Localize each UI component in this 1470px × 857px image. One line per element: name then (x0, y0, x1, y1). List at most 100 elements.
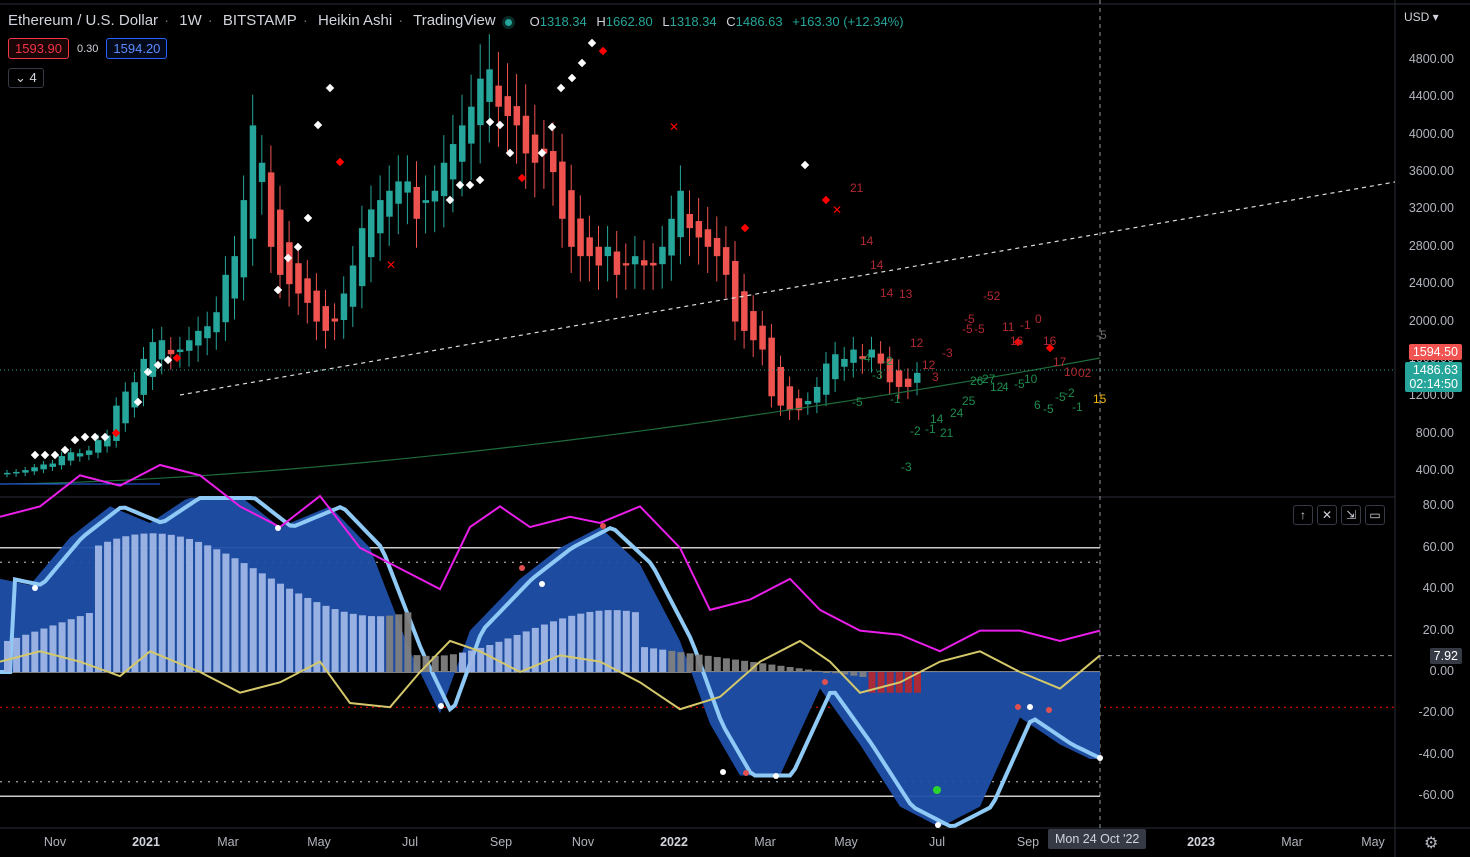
histogram-bar (886, 672, 894, 693)
signal-diamond (313, 120, 323, 130)
indicators-toggle-button[interactable]: ⌄ 4 (8, 68, 44, 88)
wave-dot-white (773, 773, 779, 779)
signal-diamond (143, 367, 153, 377)
chart-style-label[interactable]: Heikin Ashi (317, 12, 393, 29)
time-tick-label: Jul (402, 835, 418, 849)
histogram-bar (422, 655, 430, 672)
histogram-bar (140, 533, 148, 672)
histogram-bar (40, 628, 48, 672)
price-tick-label: 2400.00 (1408, 276, 1454, 291)
candle-body (158, 340, 166, 360)
price-tick-label: 400.00 (1415, 463, 1454, 477)
td-count-label: 24 (950, 406, 964, 420)
currency-selector[interactable]: USD ▾ (1404, 10, 1439, 24)
histogram-bar (695, 654, 703, 672)
candle-body (759, 325, 766, 350)
td-count-label: -5 (1043, 402, 1054, 416)
time-tick-label: 2023 (1187, 835, 1215, 849)
td-count-label: 10 (1024, 372, 1038, 386)
signal-diamond (485, 117, 495, 127)
histogram-bar (631, 612, 639, 672)
trendline (179, 181, 1396, 396)
candle-body (95, 440, 102, 453)
candle-body (595, 246, 602, 266)
candle-body (22, 470, 29, 473)
wave-dot-white (1097, 755, 1103, 761)
histogram-bar (122, 536, 130, 672)
signal-diamond-red (598, 46, 608, 56)
sell-button[interactable]: 1593.90 (8, 38, 69, 59)
candle-body (449, 144, 457, 180)
candle-body (895, 370, 903, 387)
td-count-label: -2 (1064, 386, 1075, 400)
low-value: 1318.34 (669, 14, 717, 29)
candle-body (477, 78, 484, 126)
histogram-bar (677, 652, 685, 672)
close-icon[interactable]: ✕ (1317, 505, 1337, 525)
histogram-bar (22, 634, 30, 672)
time-tick-label: Nov (571, 835, 595, 849)
oscillator-tick-label: -40.00 (1418, 746, 1454, 761)
candle-body (195, 330, 202, 346)
arrow-up-icon[interactable]: ↑ (1293, 505, 1313, 525)
oscillator-value-tag: 7.92 (1429, 648, 1462, 664)
td-count-label: 6 (1034, 398, 1041, 412)
td-count-label: -5 (964, 312, 975, 326)
candle-body (613, 251, 621, 275)
signal-diamond (800, 160, 810, 170)
signal-diamond (547, 122, 557, 132)
signal-cross: ✕ (832, 203, 842, 217)
td-count-label: -3 (901, 460, 912, 474)
maximize-icon[interactable]: ▭ (1365, 505, 1385, 525)
histogram-bar (13, 637, 21, 672)
price-tick-label: 4400.00 (1408, 89, 1454, 104)
histogram-bar (659, 649, 667, 672)
histogram-bar (613, 610, 621, 672)
candle-body (176, 349, 184, 353)
histogram-bar (368, 616, 375, 672)
candle-body (122, 391, 129, 424)
oscillator-tick-label: 80.00 (1422, 498, 1454, 513)
candle-body (631, 256, 639, 265)
candle-body (213, 312, 220, 333)
candle-body (286, 242, 293, 285)
candle-body (650, 262, 657, 266)
histogram-bar (386, 615, 394, 672)
time-tick-label: Nov (43, 835, 67, 849)
symbol-title[interactable]: Ethereum / U.S. Dollar (8, 12, 159, 29)
histogram-bar (522, 631, 530, 672)
candle-body (531, 134, 539, 163)
price-tick-label: 3200.00 (1408, 201, 1454, 216)
histogram-bar (431, 655, 439, 672)
signal-diamond (283, 253, 293, 263)
candle-body (659, 246, 666, 265)
signal-diamond (50, 450, 60, 460)
symbol-header[interactable]: Ethereum / U.S. Dollar · 1W · BITSTAMP · He… (8, 12, 496, 29)
td-count-label: -1 (890, 392, 901, 406)
buy-button[interactable]: 1594.20 (106, 38, 168, 59)
histogram-bar (468, 650, 476, 672)
time-tick-label: Mar (754, 835, 776, 849)
collapse-icon[interactable]: ⇲ (1341, 505, 1361, 525)
candle-body (722, 247, 730, 275)
oscillator-tick-label: -60.00 (1418, 788, 1454, 803)
pane-controls: ↑ ✕ ⇲ ▭ (1293, 505, 1385, 525)
td-count-label: 02 (1078, 366, 1092, 380)
candle-body (513, 106, 521, 126)
td-count-label: 14 (930, 412, 944, 426)
interval-label[interactable]: 1W (179, 12, 202, 29)
candle-body (586, 237, 593, 257)
time-tick-label: 2021 (132, 835, 160, 849)
signal-cross: ✕ (386, 258, 396, 272)
candle-body (13, 471, 20, 474)
td-count-label: -5 (962, 322, 973, 336)
signal-diamond-red (821, 195, 831, 205)
histogram-bar (504, 638, 512, 672)
candle-body (413, 187, 420, 219)
histogram-bar (531, 627, 539, 672)
gear-icon[interactable]: ⚙ (1424, 835, 1439, 852)
candle-body (295, 263, 302, 294)
oscillator-tick-label: 20.00 (1422, 622, 1454, 637)
oscillator-tick-label: -20.00 (1418, 705, 1454, 720)
